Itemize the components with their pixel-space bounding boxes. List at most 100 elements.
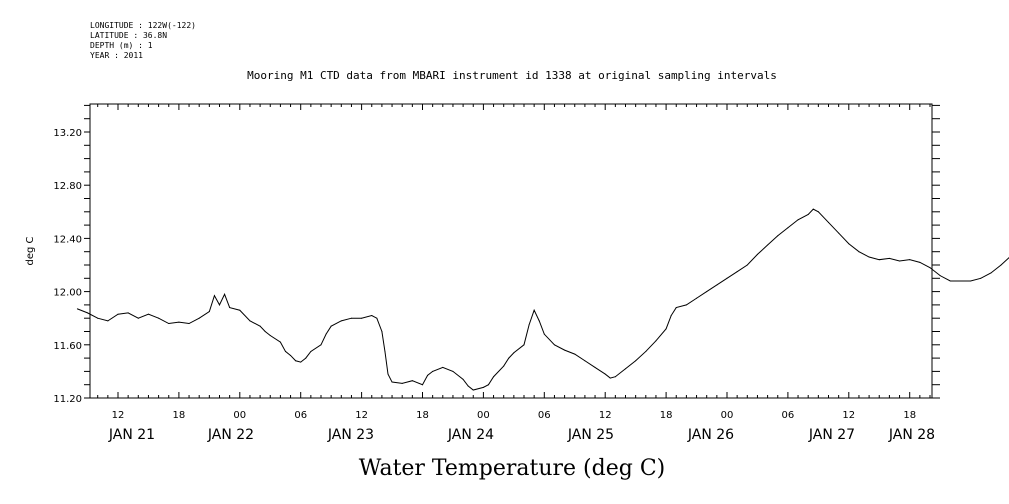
temperature-point (264, 331, 266, 332)
temperature-point (528, 324, 530, 326)
temperature-point (178, 321, 180, 323)
temperature-point (970, 280, 972, 282)
temperature-point (300, 361, 302, 363)
temperature-point (726, 277, 728, 279)
temperature-point (665, 328, 667, 330)
temperature-point (391, 381, 393, 383)
temperature-point (224, 293, 226, 295)
temperature-point (817, 211, 819, 213)
temperature-point (812, 208, 814, 210)
x-hour-tick-label: 18 (660, 410, 673, 421)
temperature-point (340, 320, 342, 322)
temperature-point (503, 365, 505, 367)
x-day-label: JAN 24 (447, 427, 494, 443)
temperature-point (482, 386, 484, 388)
temperature-point (868, 256, 870, 258)
temperature-point (1000, 264, 1002, 266)
temperature-point (538, 320, 540, 322)
temperature-point (493, 376, 495, 378)
temperature-point (239, 309, 241, 311)
temperature-point (609, 377, 611, 379)
temperature-point (432, 370, 434, 372)
temperature-point (959, 280, 961, 282)
temperature-point (508, 357, 510, 359)
latitude-label: LATITUDE : 36.8N (90, 31, 168, 40)
temperature-point (97, 317, 99, 319)
x-hour-tick-label: 12 (355, 410, 368, 421)
temperature-point (422, 384, 423, 386)
temperature-point (249, 320, 251, 322)
temperature-point (376, 317, 378, 319)
temperature-point (939, 275, 941, 277)
temperature-point (645, 350, 647, 352)
temperature-point (350, 317, 352, 319)
temperature-point (625, 368, 626, 370)
temperature-point (533, 309, 535, 311)
temperature-point (381, 331, 383, 332)
temperature-point (807, 213, 809, 215)
x-day-label: JAN 22 (207, 427, 254, 443)
temperature-point (614, 376, 616, 378)
temperature-point (858, 251, 860, 253)
temperature-point (990, 272, 992, 274)
temperature-point (427, 374, 429, 376)
temperature-point (828, 221, 829, 223)
temperature-point (574, 353, 576, 355)
temperature-series-line (77, 208, 1009, 391)
temperature-point (284, 350, 286, 352)
x-hour-tick-label: 18 (173, 410, 186, 421)
temperature-point (888, 257, 890, 259)
x-hour-tick-label: 06 (294, 410, 307, 421)
x-day-label: JAN 26 (687, 427, 734, 443)
x-day-label: JAN 28 (888, 427, 935, 443)
temperature-point (756, 253, 758, 255)
x-hour-tick-label: 18 (416, 410, 429, 421)
temperature-point (107, 320, 109, 322)
y-tick-label: 12.00 (53, 288, 82, 299)
temperature-point (279, 341, 281, 343)
temperature-point (188, 323, 190, 325)
x-hour-tick-label: 06 (538, 410, 551, 421)
temperature-point (594, 366, 596, 368)
temperature-point (472, 389, 474, 391)
temperature-point (76, 308, 78, 310)
temperature-point (295, 360, 297, 362)
temperature-point (746, 264, 748, 266)
temperature-point (168, 323, 170, 325)
temperature-point (411, 380, 413, 382)
temperature-point (117, 313, 119, 315)
temperature-point (513, 352, 515, 354)
series-layer (76, 208, 1009, 391)
temperature-point (696, 297, 698, 299)
x-axis: 12 18 00 06 12 18 00 06 12 18 00 06 12 18 JAN 21 JAN 22… (108, 410, 935, 443)
x-day-label: JAN 23 (327, 427, 374, 443)
x-hour-tick-label: 00 (233, 410, 246, 421)
temperature-point (137, 317, 139, 319)
temperature-point (387, 373, 389, 375)
temperature-point (320, 344, 322, 346)
temperature-point (269, 334, 271, 336)
longitude-label: LONGITUDE : 122W(-122) (90, 21, 196, 30)
temperature-point (787, 227, 789, 229)
year-label: YEAR : 2011 (90, 51, 143, 60)
temperature-point (878, 259, 880, 261)
temperature-point (325, 333, 327, 335)
temperature-point (523, 344, 525, 346)
temperature-point (198, 317, 200, 319)
temperature-point (553, 344, 555, 346)
x-hour-tick-label: 18 (903, 410, 916, 421)
temperature-point (127, 312, 129, 314)
temperature-point (736, 271, 738, 273)
x-day-label: JAN 27 (808, 427, 855, 443)
temperature-point (208, 311, 210, 313)
temperature-point (899, 260, 901, 262)
temperature-point (467, 385, 469, 387)
temperature-point (219, 304, 220, 306)
temperature-point (670, 315, 672, 317)
x-axis-label: Water Temperature (deg C) (359, 456, 666, 481)
temperature-point (564, 349, 566, 351)
y-axis-label: deg C (25, 236, 36, 265)
temperature-point (838, 232, 840, 234)
y-tick-label: 13.20 (53, 128, 82, 139)
temperature-point (229, 307, 231, 309)
